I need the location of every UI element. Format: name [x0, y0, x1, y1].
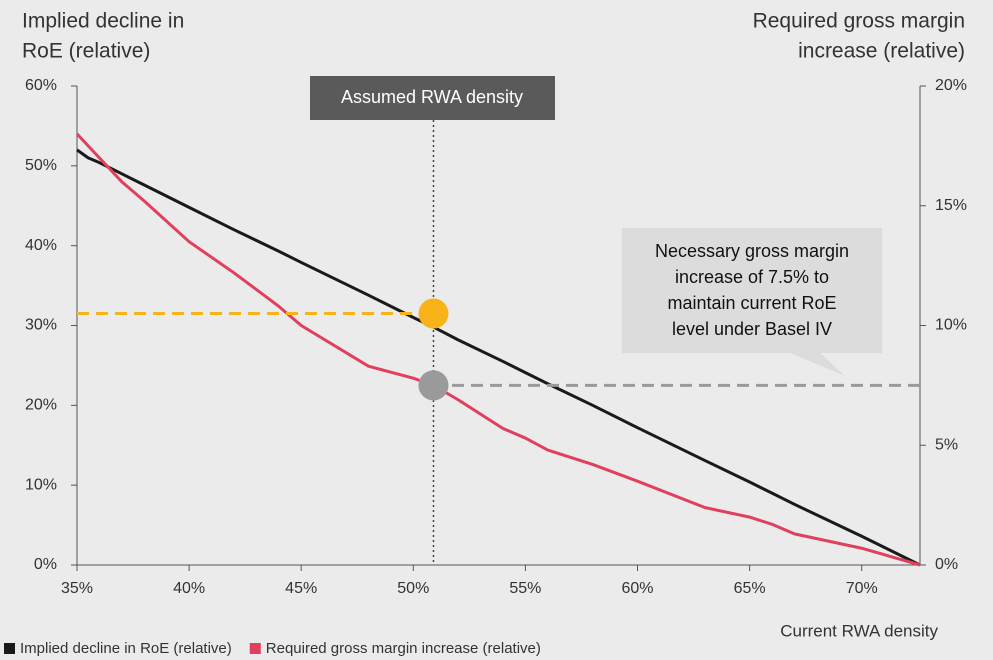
- annotation: increase of 7.5% to: [675, 267, 829, 287]
- marker: [418, 298, 449, 329]
- x-tick-label: 70%: [846, 580, 878, 597]
- y-tick-label: 60%: [25, 77, 57, 94]
- legend-swatch: [4, 643, 15, 654]
- y-tick-label: 0%: [34, 556, 57, 573]
- legend-swatch: [249, 643, 261, 654]
- marker: [418, 370, 449, 401]
- series-line: [76, 148, 921, 567]
- y2-tick-label: 15%: [935, 197, 967, 214]
- annotation-box: [622, 228, 882, 376]
- y-axis-title: Implied decline in: [22, 10, 184, 33]
- x-tick-label: 55%: [509, 580, 541, 597]
- y-tick-label: 20%: [25, 397, 57, 414]
- y2-tick-label: 10%: [935, 317, 967, 334]
- annotation: level under Basel IV: [672, 319, 832, 339]
- annotation: Necessary gross margin: [655, 241, 849, 261]
- x-tick-label: 35%: [61, 580, 93, 597]
- y2-tick-label: 0%: [935, 556, 958, 573]
- y-tick-label: 40%: [25, 237, 57, 254]
- legend-label: Required gross margin increase (relative…: [266, 640, 541, 657]
- y-axis-title: RoE (relative): [22, 40, 150, 63]
- reference-label: Assumed RWA density: [341, 87, 523, 107]
- y-tick-label: 50%: [25, 157, 57, 174]
- x-tick-label: 50%: [397, 580, 429, 597]
- x-tick-label: 45%: [285, 580, 317, 597]
- x-tick-label: 40%: [173, 580, 205, 597]
- x-tick-label: 60%: [621, 580, 653, 597]
- legend-label: Implied decline in RoE (relative): [20, 640, 232, 657]
- x-axis-title: Current RWA density: [780, 621, 938, 640]
- y-tick-label: 10%: [25, 476, 57, 493]
- x-tick-label: 65%: [734, 580, 766, 597]
- y-tick-label: 30%: [25, 317, 57, 334]
- y2-axis-title: increase (relative): [798, 40, 965, 63]
- y2-tick-label: 5%: [935, 436, 958, 453]
- reference-label-box: [310, 76, 555, 120]
- y2-axis-title: Required gross margin: [753, 10, 965, 33]
- annotation: maintain current RoE: [667, 293, 836, 313]
- y2-tick-label: 20%: [935, 77, 967, 94]
